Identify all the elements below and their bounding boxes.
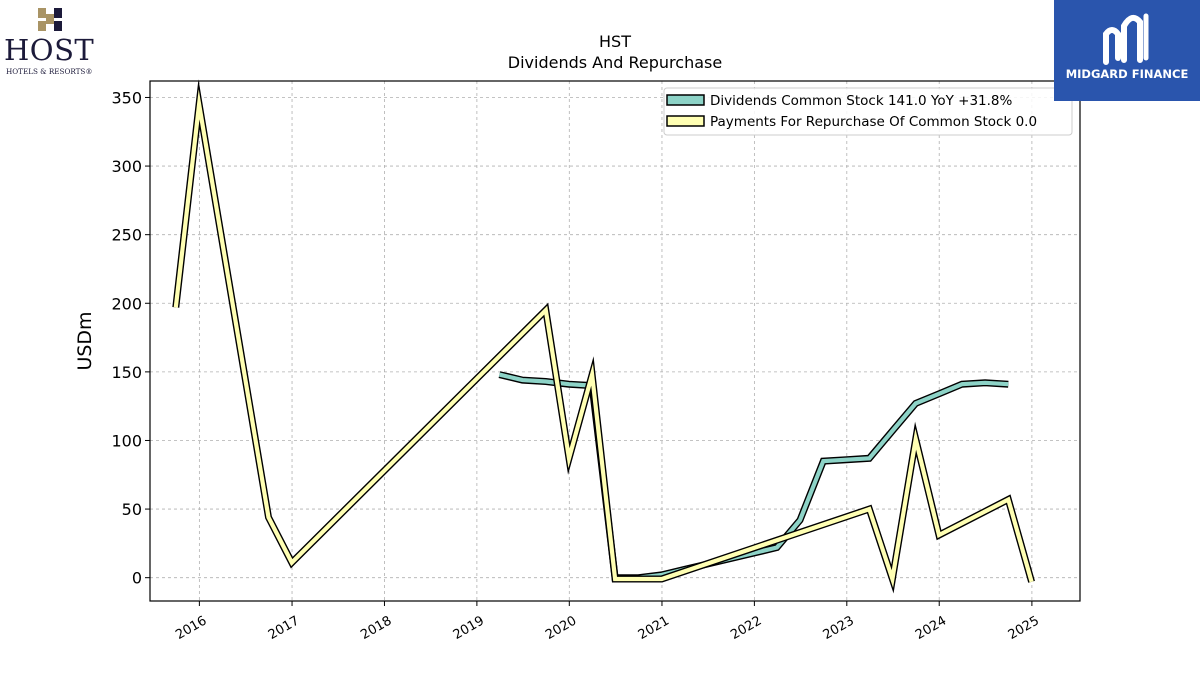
x-tick-label: 2017 (266, 613, 302, 643)
y-tick-label: 50 (122, 500, 142, 519)
legend-label: Dividends Common Stock 141.0 YoY +31.8% (710, 93, 1013, 109)
x-tick-label: 2018 (358, 613, 394, 643)
y-tick-label: 300 (111, 157, 142, 176)
y-axis-label: USDm (74, 311, 96, 370)
x-tick-label: 2023 (821, 613, 857, 643)
host-logo-tagline: HOTELS & RESORTS® (6, 67, 93, 76)
series-stroke (173, 89, 1034, 588)
x-tick-label: 2024 (913, 613, 949, 643)
midgard-logo-name: MIDGARD FINANCE (1065, 67, 1189, 81)
midgard-logo: MIDGARD FINANCE (1054, 0, 1200, 101)
series-2-line (172, 79, 1035, 594)
legend-box (663, 87, 1073, 136)
series-lines (172, 79, 1035, 594)
series-stroke (498, 372, 1009, 580)
y-tick-label: 0 (132, 569, 142, 588)
plot-frame (149, 80, 1081, 602)
grid-lines (150, 81, 1080, 601)
host-logo: HOST HOTELS & RESORTS® (2, 4, 102, 76)
x-tick-label: 2016 (173, 613, 209, 643)
y-tick-label: 350 (111, 88, 142, 107)
y-tick-label: 150 (111, 363, 142, 382)
x-tick-label: 2025 (1006, 613, 1042, 643)
legend-swatch (666, 115, 705, 127)
legend: Dividends Common Stock 141.0 YoY +31.8% P… (663, 87, 1073, 136)
x-tick-label: 2021 (636, 613, 672, 643)
y-tick-label: 100 (111, 431, 142, 450)
x-tick-label: 2019 (451, 613, 487, 643)
series-1-line (498, 371, 1009, 582)
chart-subtitle: Dividends And Repurchase (508, 53, 722, 72)
legend-swatch (666, 94, 705, 106)
y-tick-label: 200 (111, 294, 142, 313)
chart-title: HST (599, 32, 631, 51)
midgard-emblem-icon (1103, 13, 1149, 65)
x-tick-label: 2020 (543, 613, 579, 643)
x-tick-label: 2022 (728, 613, 764, 643)
y-tick-label: 250 (111, 226, 142, 245)
host-logo-name: HOST (4, 33, 95, 67)
legend-label: Payments For Repurchase Of Common Stock … (710, 114, 1037, 130)
host-emblem-icon (38, 8, 62, 31)
axis-ticks: 0 50 100 150 200 250 300 350 2016 2017 2018 2019 202… (111, 88, 1041, 643)
